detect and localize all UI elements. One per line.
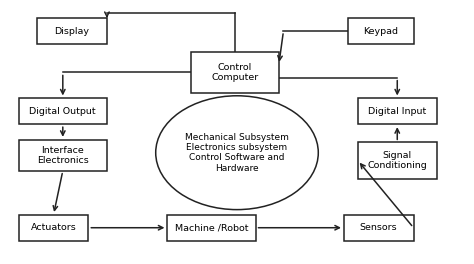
Text: Signal
Conditioning: Signal Conditioning <box>367 151 427 170</box>
Text: Machine /Robot: Machine /Robot <box>175 223 248 232</box>
Text: Control
Computer: Control Computer <box>211 63 258 82</box>
FancyBboxPatch shape <box>18 98 107 124</box>
Text: Digital Input: Digital Input <box>368 107 427 116</box>
FancyBboxPatch shape <box>358 142 437 178</box>
Text: Actuators: Actuators <box>31 223 76 232</box>
FancyBboxPatch shape <box>348 18 413 44</box>
FancyBboxPatch shape <box>167 215 255 241</box>
FancyBboxPatch shape <box>358 98 437 124</box>
Text: Sensors: Sensors <box>360 223 398 232</box>
Text: Mechanical Subsystem
Electronics subsystem
Control Software and
Hardware: Mechanical Subsystem Electronics subsyst… <box>185 133 289 173</box>
Text: Keypad: Keypad <box>364 27 399 36</box>
FancyBboxPatch shape <box>37 18 107 44</box>
Text: Interface
Electronics: Interface Electronics <box>37 145 89 165</box>
Ellipse shape <box>155 96 319 210</box>
Text: Display: Display <box>55 27 90 36</box>
FancyBboxPatch shape <box>344 215 413 241</box>
FancyBboxPatch shape <box>18 140 107 171</box>
Text: Digital Output: Digital Output <box>29 107 96 116</box>
FancyBboxPatch shape <box>18 215 88 241</box>
FancyBboxPatch shape <box>191 52 279 93</box>
